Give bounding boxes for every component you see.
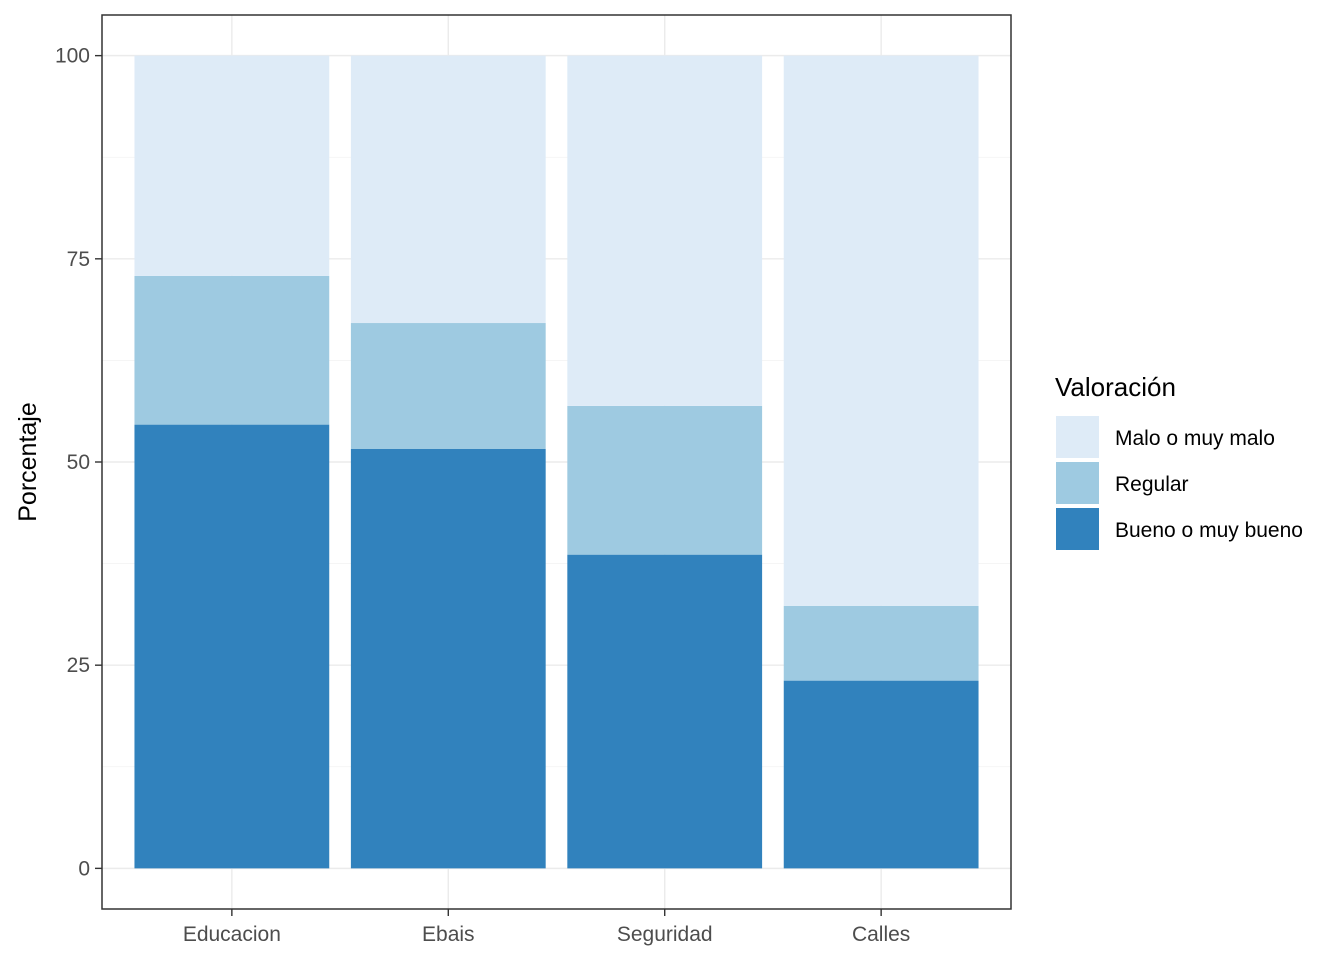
legend-label: Bueno o muy bueno [1115, 519, 1303, 542]
bar-segment [350, 323, 546, 449]
x-tick-label: Calles [852, 923, 910, 946]
bar-segment [567, 55, 763, 406]
y-tick-label: 75 [67, 248, 90, 271]
y-tick-label: 0 [78, 857, 90, 880]
legend-key [1056, 508, 1099, 550]
legend-key [1056, 416, 1099, 458]
legend: Valoración Malo o muy malo Regular Bueno o… [1055, 372, 1303, 550]
y-tick-label: 50 [67, 451, 90, 474]
legend-key [1056, 462, 1099, 504]
x-tick-label: Seguridad [617, 923, 713, 946]
bar-segment [134, 55, 330, 276]
bar-segment [783, 55, 979, 606]
x-tick-label: Ebais [422, 923, 475, 946]
bar-segment [134, 275, 330, 425]
legend-title: Valoración [1055, 372, 1176, 402]
bar-segment [783, 680, 979, 869]
legend-label: Malo o muy malo [1115, 427, 1275, 450]
bar-segment [567, 405, 763, 555]
bar-segment [567, 554, 763, 869]
x-tick-label: Educacion [183, 923, 281, 946]
bars [134, 55, 979, 869]
y-tick-label: 25 [67, 654, 90, 677]
legend-label: Regular [1115, 473, 1189, 496]
bar-segment [350, 448, 546, 869]
bar-segment [783, 605, 979, 681]
y-tick-label: 100 [55, 45, 90, 68]
y-axis: 0 25 50 75 100 [55, 45, 102, 880]
bar-segment [134, 424, 330, 869]
y-axis-title: Porcentaje [14, 402, 42, 522]
bar-segment [350, 55, 546, 324]
x-axis: Educacion Ebais Seguridad Calles [183, 909, 910, 946]
